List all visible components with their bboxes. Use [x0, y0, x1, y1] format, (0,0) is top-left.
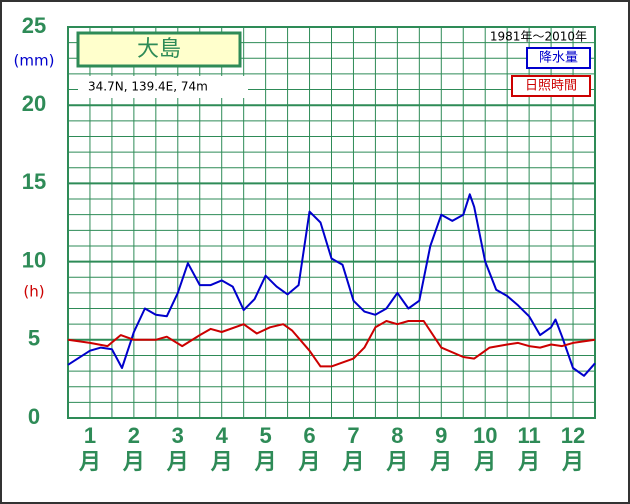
x-tick-unit: 月	[561, 449, 584, 474]
legend-label: 日照時間	[525, 79, 577, 94]
y-tick-label: 10	[22, 247, 46, 272]
x-tick-unit: 月	[341, 449, 364, 474]
x-tick-label: 11	[517, 423, 540, 448]
period: 1981年～2010年	[490, 30, 587, 44]
x-tick-label: 7	[347, 423, 359, 448]
x-tick-label: 6	[303, 423, 315, 448]
y-unit-label: (mm)	[14, 52, 55, 70]
x-tick-unit: 月	[78, 449, 101, 474]
y-tick-label: 15	[22, 169, 46, 194]
legend-label: 降水量	[539, 51, 578, 66]
x-tick-unit: 月	[254, 449, 277, 474]
x-tick-label: 10	[473, 423, 497, 448]
title-box	[76, 31, 242, 68]
plot-border	[67, 26, 596, 419]
subtitle: 34.7N, 139.4E, 74m	[88, 80, 208, 94]
x-tick-label: 4	[216, 423, 229, 448]
series-line	[67, 193, 596, 377]
x-tick-label: 1	[84, 423, 96, 448]
chart-title: 大島	[137, 37, 181, 62]
x-tick-label: 2	[128, 423, 140, 448]
x-tick-unit: 月	[385, 449, 408, 474]
y-unit-label: (h)	[23, 282, 44, 300]
y-tick-label: 25	[22, 13, 46, 38]
x-tick-label: 9	[435, 423, 447, 448]
x-tick-unit: 月	[166, 449, 189, 474]
x-tick-label: 3	[172, 423, 184, 448]
plot	[67, 26, 596, 419]
y-tick-label: 5	[28, 326, 40, 351]
y-tick-label: 0	[28, 404, 40, 429]
series-line	[67, 320, 596, 368]
x-tick-unit: 月	[473, 449, 496, 474]
x-tick-unit: 月	[210, 449, 233, 474]
x-tick-label: 12	[561, 423, 585, 448]
subtitle-bg	[78, 76, 248, 98]
x-tick-label: 5	[260, 423, 272, 448]
x-tick-unit: 月	[122, 449, 145, 474]
x-tick-label: 8	[391, 423, 403, 448]
legend-box	[526, 47, 591, 69]
legend-box	[511, 75, 591, 97]
x-tick-unit: 月	[298, 449, 321, 474]
x-tick-unit: 月	[517, 449, 540, 474]
y-tick-label: 20	[22, 91, 46, 116]
x-tick-unit: 月	[429, 449, 452, 474]
